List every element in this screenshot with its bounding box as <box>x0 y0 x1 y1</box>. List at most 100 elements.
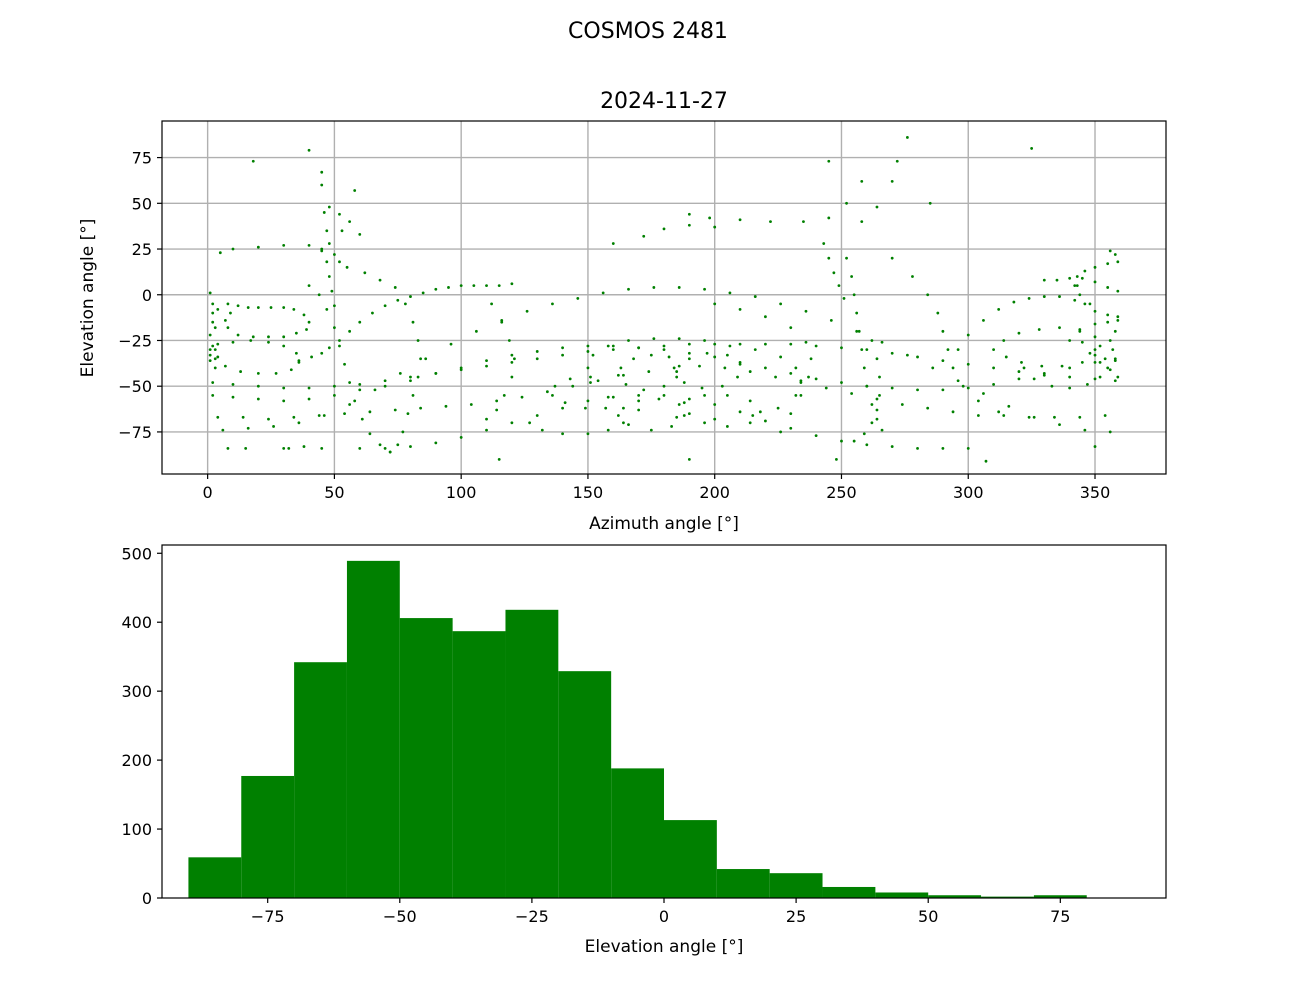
scatter-point <box>855 311 859 315</box>
scatter-point <box>1103 414 1107 417</box>
scatter-point <box>553 384 557 388</box>
scatter-point <box>606 344 610 348</box>
scatter-point <box>1068 339 1072 342</box>
scatter-point <box>302 313 306 317</box>
scatter-point <box>758 410 762 414</box>
scatter-point <box>992 348 995 352</box>
scatter-point <box>485 428 488 432</box>
scatter-point <box>591 353 595 357</box>
scatter-point <box>1080 340 1084 344</box>
scatter-point <box>251 159 255 163</box>
scatter-point <box>705 351 709 355</box>
scatter-point <box>251 335 255 339</box>
scatter-point <box>622 406 625 410</box>
scatter-point <box>842 297 846 300</box>
scatter-point <box>941 359 945 363</box>
scatter-point <box>890 386 894 390</box>
scatter-point <box>713 302 717 306</box>
scatter-point <box>213 348 217 352</box>
histogram-bar <box>1033 895 1087 898</box>
scatter-point <box>1032 415 1036 419</box>
scatter-point <box>611 344 615 348</box>
scatter-point <box>269 306 273 309</box>
scatter-point <box>622 373 625 377</box>
scatter-x-tick-label: 50 <box>324 483 344 502</box>
scatter-point <box>855 329 859 333</box>
scatter-y-tick-label: −25 <box>118 331 152 350</box>
scatter-point <box>419 406 423 410</box>
scatter-point <box>875 357 879 361</box>
scatter-point <box>698 364 701 368</box>
scatter-point <box>358 320 362 324</box>
scatter-point <box>890 179 894 183</box>
scatter-point <box>662 393 666 397</box>
scatter-point <box>1083 269 1087 273</box>
histogram-bar <box>875 892 929 898</box>
scatter-x-tick-label: 150 <box>573 483 604 502</box>
scatter-point <box>490 302 493 306</box>
scatter-point <box>827 159 831 163</box>
scatter-point <box>297 359 301 363</box>
scatter-point <box>576 297 580 300</box>
scatter-point <box>982 318 985 322</box>
scatter-point <box>307 320 311 324</box>
scatter-point <box>649 353 653 357</box>
scatter-y-tick-label: 75 <box>132 149 152 168</box>
scatter-point <box>325 260 329 264</box>
scatter-point <box>211 302 215 306</box>
scatter-point <box>497 284 501 288</box>
scatter-point <box>1042 278 1046 282</box>
scatter-point <box>764 419 767 423</box>
scatter-point <box>675 415 679 419</box>
scatter-point <box>343 362 346 366</box>
scatter-point <box>822 242 826 245</box>
scatter-point <box>1002 414 1006 417</box>
histogram-x-label: Elevation angle [°] <box>585 937 744 957</box>
scatter-point <box>289 368 293 372</box>
scatter-point <box>1093 361 1097 364</box>
scatter-point <box>358 382 362 386</box>
scatter-point <box>338 344 341 348</box>
scatter-point <box>1113 329 1117 333</box>
scatter-point <box>358 388 362 392</box>
scatter-point <box>563 401 567 405</box>
scatter-point <box>852 439 856 443</box>
scatter-point <box>216 307 220 311</box>
scatter-point <box>824 386 828 390</box>
scatter-point <box>1075 284 1079 288</box>
scatter-point <box>713 225 717 229</box>
scatter-point <box>1116 289 1120 293</box>
scatter-point <box>302 445 306 448</box>
scatter-point <box>1098 375 1102 379</box>
scatter-point <box>282 344 286 348</box>
scatter-point <box>1108 249 1112 253</box>
scatter-point <box>358 446 362 450</box>
scatter-point <box>310 355 313 359</box>
scatter-point <box>589 381 592 384</box>
histogram-x-tick-label: −25 <box>515 907 549 926</box>
scatter-point <box>870 421 874 425</box>
scatter-point <box>208 291 212 295</box>
scatter-point <box>348 329 352 333</box>
scatter-point <box>226 446 230 450</box>
scatter-x-axis: 0 50 100 150 200 250 300 350 <box>203 474 1110 502</box>
scatter-point <box>229 311 232 315</box>
scatter-point <box>383 379 387 383</box>
scatter-point <box>449 342 453 346</box>
scatter-point <box>687 212 691 216</box>
scatter-point <box>703 421 706 425</box>
scatter-point <box>720 384 724 388</box>
scatter-point <box>936 311 940 315</box>
scatter-point <box>1108 430 1112 434</box>
scatter-point <box>223 364 227 368</box>
scatter-point <box>802 220 805 223</box>
scatter-point <box>1083 302 1087 306</box>
scatter-point <box>687 397 691 401</box>
scatter-point <box>393 286 397 289</box>
scatter-point <box>419 357 423 361</box>
scatter-point <box>895 159 899 163</box>
scatter-panel: 2024-11-27 0 50 100 150 200 250 300 350 −75−50−… <box>78 89 1167 534</box>
scatter-point <box>561 346 564 350</box>
scatter-point <box>890 351 894 355</box>
scatter-point <box>294 351 298 355</box>
